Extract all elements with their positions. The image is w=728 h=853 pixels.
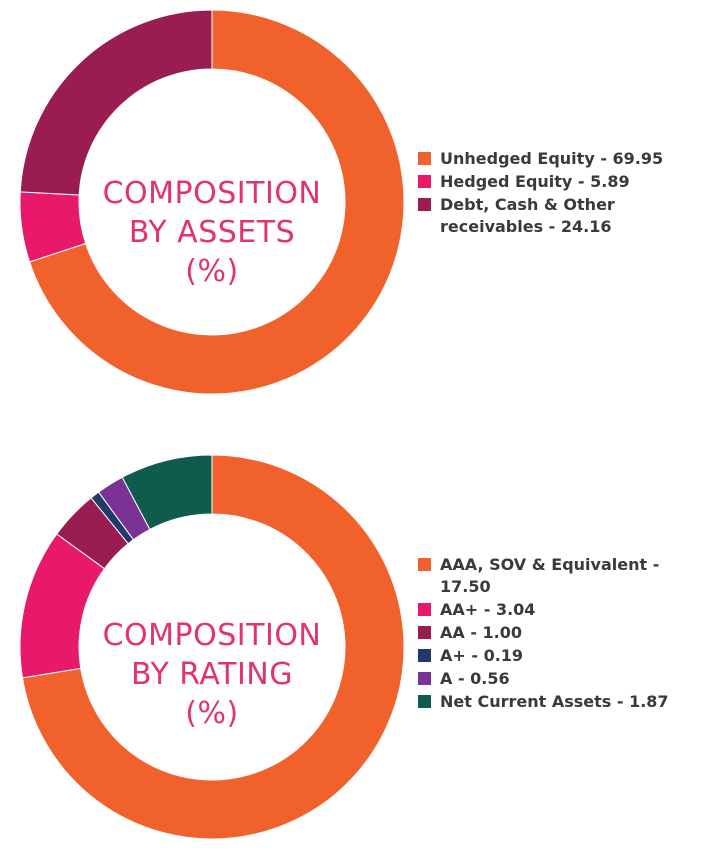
- rating-title-line-1: COMPOSITION: [102, 618, 322, 653]
- rating-title-line-3: (%): [185, 696, 239, 731]
- legend-swatch: [418, 198, 431, 211]
- legend-item-aaa-sov: AAA, SOV & Equivalent - 17.50: [418, 554, 708, 598]
- legend-item-unhedged-equity: Unhedged Equity - 69.95: [418, 148, 718, 170]
- rating-title-line-2: BY RATING: [131, 657, 293, 692]
- legend-label: AA+ - 3.04: [440, 600, 536, 619]
- legend-item-aa-plus: AA+ - 3.04: [418, 599, 708, 621]
- rating-composition-chart: COMPOSITION BY RATING (%) AAA, SOV & Equ…: [0, 440, 728, 853]
- legend-swatch: [418, 152, 431, 165]
- legend-swatch: [418, 175, 431, 188]
- assets-donut: [19, 9, 405, 395]
- rating-donut: [19, 454, 405, 840]
- legend-swatch: [418, 695, 431, 708]
- legend-item-a-plus: A+ - 0.19: [418, 645, 708, 667]
- legend-swatch: [418, 626, 431, 639]
- donut-slice-debt-cash-other-receivables: [19, 9, 213, 196]
- legend-label: A - 0.56: [440, 669, 510, 688]
- legend-label: Unhedged Equity - 69.95: [440, 149, 664, 168]
- legend-item-hedged-equity: Hedged Equity - 5.89: [418, 171, 718, 193]
- assets-title-line-2: BY ASSETS: [128, 215, 296, 250]
- legend-swatch: [418, 672, 431, 685]
- legend-label: A+ - 0.19: [440, 646, 524, 665]
- legend-label: Net Current Assets - 1.87: [440, 692, 669, 711]
- donut-slice-aaa-sov-equivalent: [21, 454, 405, 840]
- legend-item-debt-cash-other: Debt, Cash & Other receivables - 24.16: [418, 194, 718, 238]
- rating-center-title: COMPOSITION BY RATING (%): [82, 616, 342, 733]
- rating-legend: AAA, SOV & Equivalent - 17.50 AA+ - 3.04…: [418, 554, 708, 714]
- legend-label: Hedged Equity - 5.89: [440, 172, 630, 191]
- assets-composition-chart: COMPOSITION BY ASSETS (%) Unhedged Equit…: [0, 0, 728, 410]
- assets-title-line-1: COMPOSITION: [102, 176, 322, 211]
- legend-swatch: [418, 558, 431, 571]
- donut-slice-unhedged-equity: [28, 9, 405, 395]
- legend-item-a: A - 0.56: [418, 668, 708, 690]
- legend-label: AAA, SOV & Equivalent - 17.50: [440, 555, 660, 596]
- legend-item-aa: AA - 1.00: [418, 622, 708, 644]
- legend-label: AA - 1.00: [440, 623, 523, 642]
- donut-slice-net-current-assets: [121, 454, 213, 531]
- legend-item-net-current-assets: Net Current Assets - 1.87: [418, 691, 708, 713]
- legend-swatch: [418, 603, 431, 616]
- assets-center-title: COMPOSITION BY ASSETS (%): [82, 174, 342, 291]
- assets-title-line-3: (%): [185, 254, 239, 289]
- legend-label: Debt, Cash & Other receivables - 24.16: [440, 195, 615, 236]
- assets-legend: Unhedged Equity - 69.95 Hedged Equity - …: [418, 148, 718, 239]
- legend-swatch: [418, 649, 431, 662]
